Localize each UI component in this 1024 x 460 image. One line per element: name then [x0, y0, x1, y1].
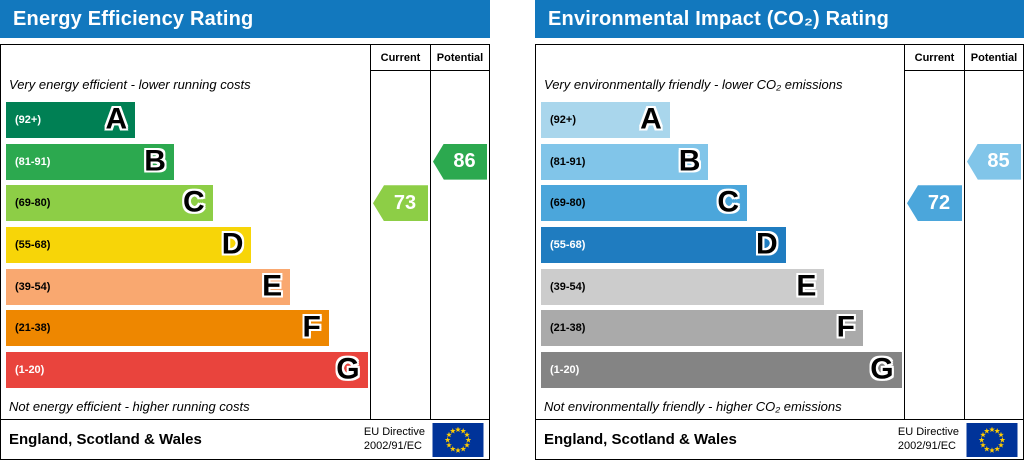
band-range-label: (55-68): [550, 239, 586, 252]
band-row-c: (69-80) C: [536, 182, 904, 224]
chart-footer: England, Scotland & Wales EU Directive 2…: [536, 419, 1023, 459]
eu-flag-icon: [966, 422, 1018, 457]
band-range-label: (81-91): [15, 155, 51, 168]
band-bar-g: (1-20) G: [6, 352, 368, 389]
potential-value-column: 86: [430, 71, 489, 419]
band-range-label: (21-38): [550, 322, 586, 335]
chart-footer: England, Scotland & Wales EU Directive 2…: [1, 419, 489, 459]
band-row-g: (1-20) G: [1, 349, 370, 391]
band-bar-b: (81-91) B: [6, 143, 174, 180]
band-bar-c: (69-80) C: [541, 185, 748, 222]
band-range-label: (92+): [15, 113, 41, 126]
potential-rating-arrow: 85: [967, 143, 1021, 180]
environmental-impact-chart: Environmental Impact (CO₂) Rating Curren…: [535, 0, 1024, 460]
band-row-a: (92+) A: [536, 99, 904, 141]
band-bar-a: (92+) A: [6, 101, 136, 138]
band-range-label: (81-91): [550, 155, 586, 168]
band-bar-e: (39-54) E: [6, 268, 291, 305]
co2-rating-table: Current Potential Very environmentally f…: [535, 44, 1024, 460]
top-strapline: Very environmentally friendly - lower CO…: [544, 76, 843, 92]
eu-directive-label: EU Directive 2002/91/EC: [363, 426, 425, 452]
band-letter: D: [756, 227, 778, 261]
band-row-b: (81-91) B: [536, 141, 904, 183]
table-corner: [536, 45, 904, 71]
band-range-label: (1-20): [15, 364, 45, 377]
eu-directive-label: EU Directive 2002/91/EC: [897, 426, 959, 452]
band-row-d: (55-68) D: [1, 224, 370, 266]
region-label: England, Scotland & Wales: [544, 431, 737, 448]
band-row-g: (1-20) G: [536, 349, 904, 391]
band-range-label: (39-54): [550, 280, 586, 293]
band-letter: C: [182, 185, 205, 219]
band-letter: C: [717, 185, 740, 219]
band-bar-f: (21-38) F: [541, 310, 863, 347]
current-column-header: Current: [904, 45, 964, 71]
band-row-a: (92+) A: [1, 99, 370, 141]
band-bar-e: (39-54) E: [541, 268, 825, 305]
current-value-column: 73: [370, 71, 430, 419]
band-range-label: (69-80): [15, 197, 51, 210]
band-range-label: (39-54): [15, 280, 51, 293]
band-letter: E: [262, 269, 283, 303]
band-letter: F: [836, 310, 855, 344]
potential-rating-arrow: 86: [433, 143, 487, 180]
current-value-column: 72: [904, 71, 964, 419]
band-bar-d: (55-68) D: [6, 227, 252, 264]
band-letter: A: [640, 102, 662, 136]
bottom-strapline: Not environmentally friendly - higher CO…: [544, 398, 842, 414]
band-letter: B: [678, 143, 701, 177]
potential-column-header: Potential: [430, 45, 489, 71]
current-rating-arrow: 72: [907, 185, 962, 222]
band-row-f: (21-38) F: [536, 308, 904, 350]
band-bar-f: (21-38) F: [6, 310, 329, 347]
band-row-c: (69-80) C: [1, 182, 370, 224]
band-range-label: (21-38): [15, 322, 51, 335]
band-bar-b: (81-91) B: [541, 143, 709, 180]
band-letter: G: [336, 352, 360, 386]
energy-bands-area: Very energy efficient - lower running co…: [1, 71, 370, 419]
band-row-b: (81-91) B: [1, 141, 370, 183]
region-label: England, Scotland & Wales: [9, 431, 202, 448]
band-row-e: (39-54) E: [536, 266, 904, 308]
band-letter: D: [221, 227, 244, 261]
co2-title-bar: Environmental Impact (CO₂) Rating: [535, 0, 1024, 38]
band-bar-c: (69-80) C: [6, 185, 213, 222]
potential-column-header: Potential: [964, 45, 1023, 71]
co2-chart-title: Environmental Impact (CO₂) Rating: [548, 7, 890, 30]
band-row-e: (39-54) E: [1, 266, 370, 308]
band-bar-g: (1-20) G: [541, 352, 902, 389]
band-range-label: (92+): [550, 113, 576, 126]
band-range-label: (55-68): [15, 239, 51, 252]
eu-flag-icon: [432, 422, 484, 457]
current-column-header: Current: [370, 45, 430, 71]
energy-chart-title: Energy Efficiency Rating: [13, 7, 254, 30]
co2-bands-area: Very environmentally friendly - lower CO…: [536, 71, 904, 419]
band-letter: A: [105, 102, 128, 136]
band-bar-a: (92+) A: [541, 101, 670, 138]
band-range-label: (1-20): [550, 364, 580, 377]
top-strapline: Very energy efficient - lower running co…: [9, 76, 251, 92]
table-corner: [1, 45, 370, 71]
band-bar-d: (55-68) D: [541, 227, 786, 264]
bottom-strapline: Not energy efficient - higher running co…: [9, 398, 250, 414]
bands: (92+) A (81-91) B (69-80) C (55-68) D (39-54) E (2…: [1, 97, 370, 393]
band-letter: F: [302, 310, 321, 344]
band-row-d: (55-68) D: [536, 224, 904, 266]
potential-value-column: 85: [964, 71, 1023, 419]
energy-efficiency-chart: Energy Efficiency Rating Current Potenti…: [0, 0, 490, 460]
band-row-f: (21-38) F: [1, 308, 370, 350]
energy-title-bar: Energy Efficiency Rating: [0, 0, 490, 38]
band-range-label: (69-80): [550, 197, 586, 210]
energy-rating-table: Current Potential Very energy efficient …: [0, 44, 490, 460]
band-letter: B: [144, 143, 166, 177]
band-letter: G: [870, 352, 894, 386]
band-letter: E: [796, 269, 817, 303]
current-rating-arrow: 73: [373, 185, 428, 222]
bands: (92+) A (81-91) B (69-80) C (55-68) D (39-54) E (2…: [536, 97, 904, 393]
